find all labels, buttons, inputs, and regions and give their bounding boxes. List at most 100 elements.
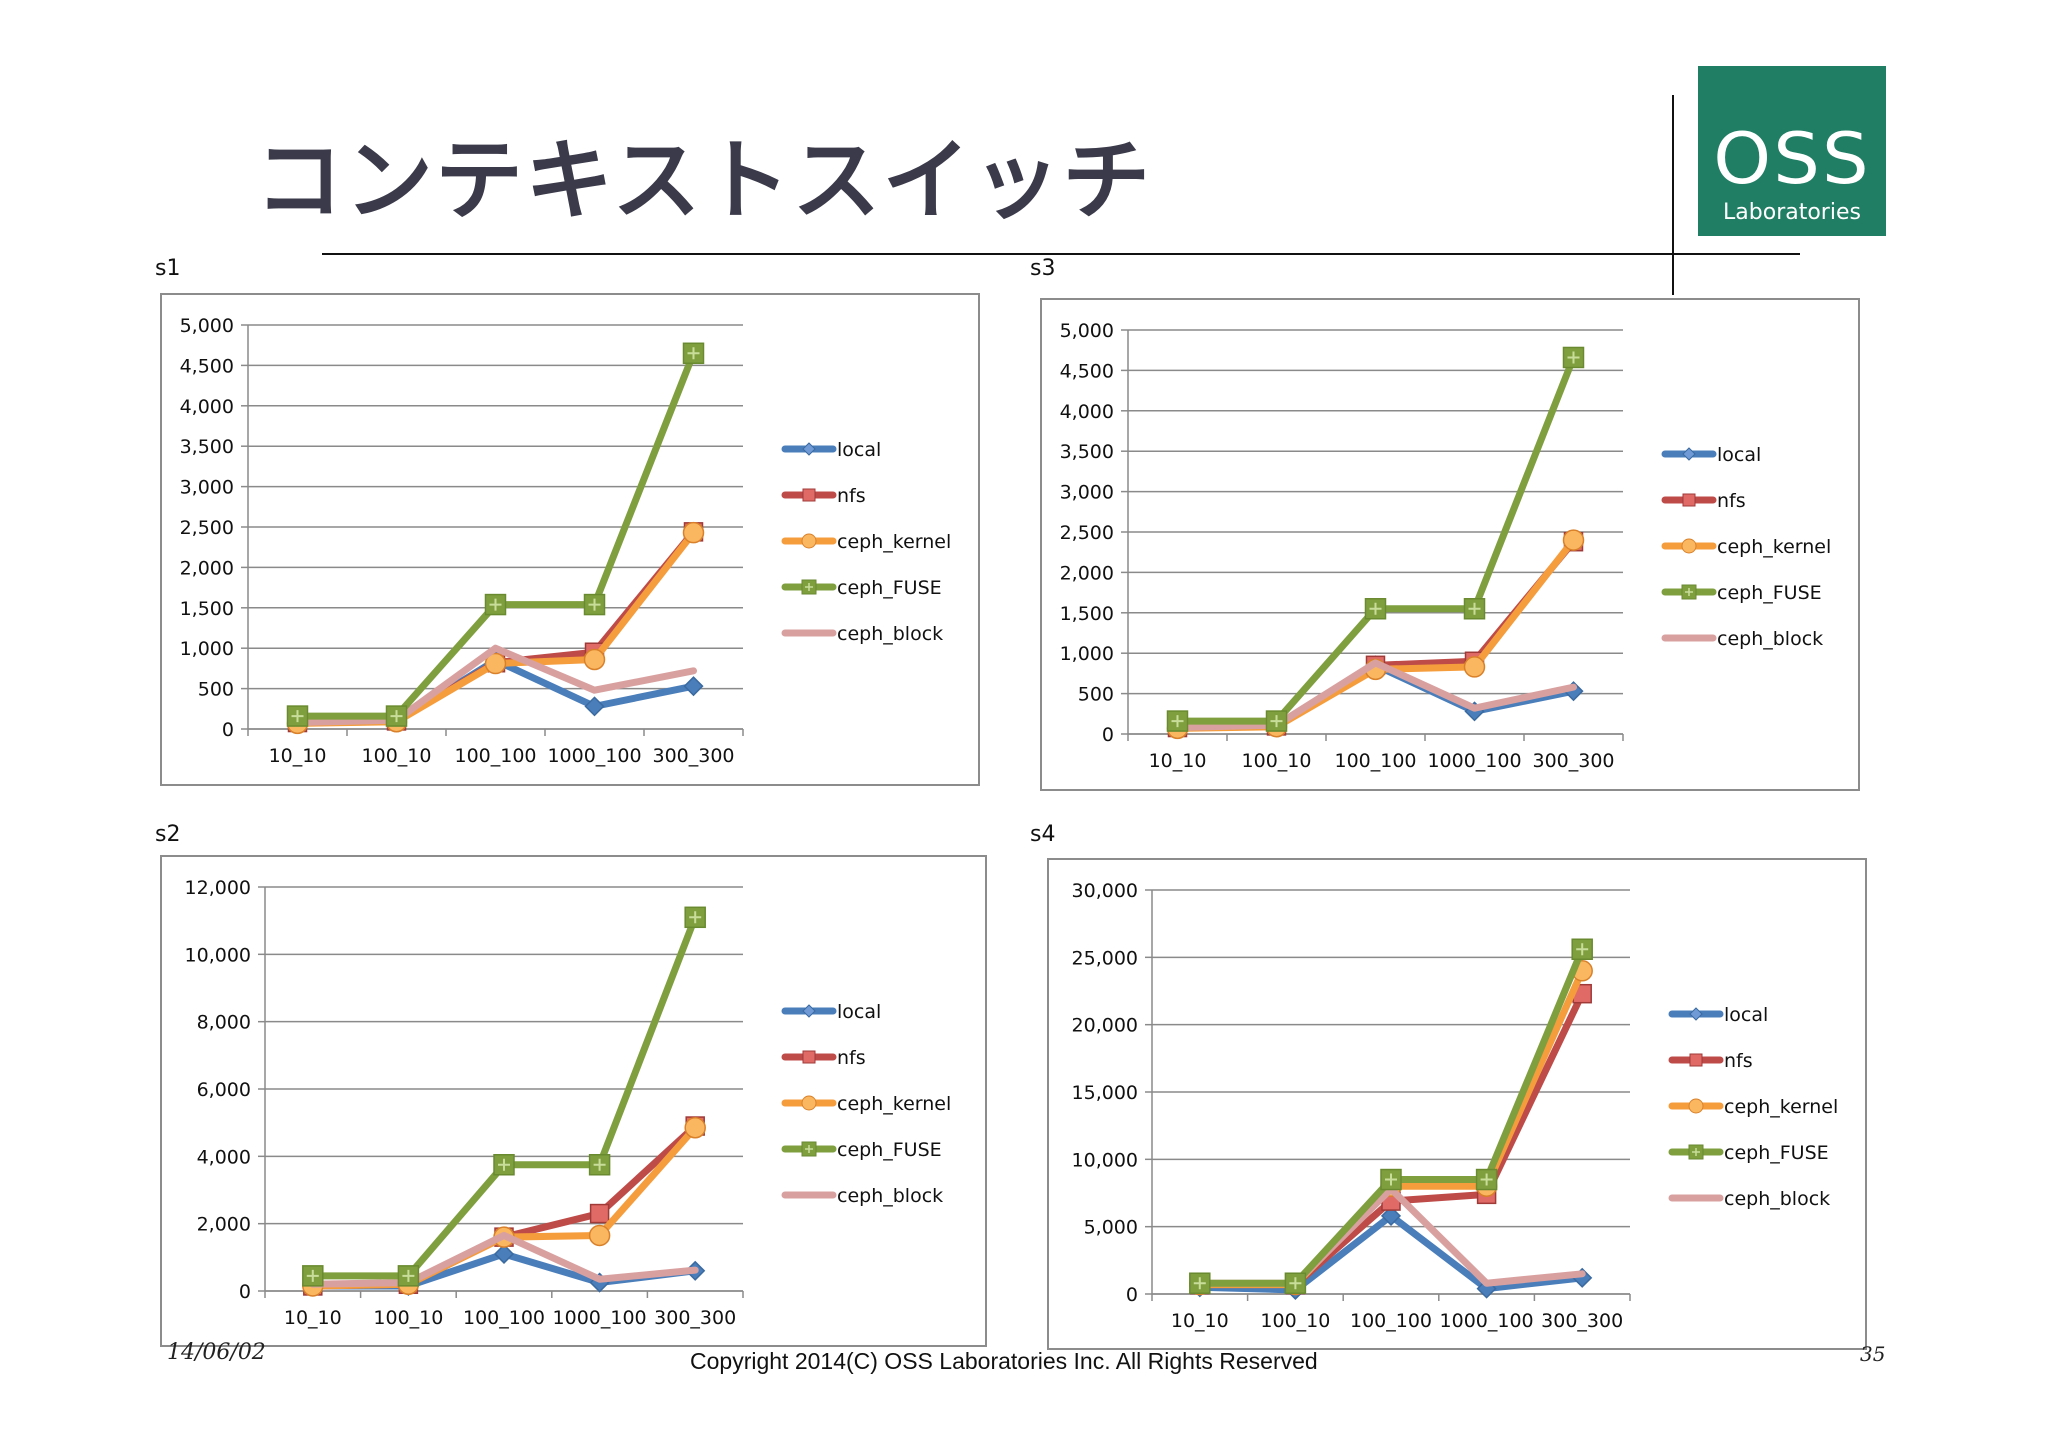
marker-nfs [589,1203,610,1224]
chart-label-s4: s4 [1030,822,1056,847]
point-ceph_kernel [682,521,705,544]
marker-ceph-kernel [684,1116,706,1139]
chart-frame [160,293,980,786]
legend-label: ceph_kernel [1724,1096,1838,1118]
marker-ceph-kernel [1463,656,1486,678]
x-tick-label: 100_100 [1350,1310,1432,1332]
legend-label: ceph_kernel [837,1093,951,1115]
logo-divider [1672,95,1674,295]
series-line-ceph_block [1174,659,1577,732]
x-tick-label: 300_300 [652,745,734,767]
marker-ceph-fuse-cross [390,710,403,723]
legend-marker-nfs [1682,493,1696,507]
title-divider [322,253,1800,255]
chart-label-s1: s1 [155,256,181,281]
y-tick-label: 20,000 [1072,1015,1138,1037]
legend-item: ceph_kernel [781,531,951,553]
legend-label: ceph_kernel [1717,536,1831,558]
legend-label: local [1724,1004,1768,1026]
x-tick-label: 100_100 [454,745,536,767]
point-local [1380,1205,1402,1226]
y-tick-label: 3,500 [180,436,234,458]
legend: local nfs ceph_kernel ceph_FUSE ceph_block [1668,1004,1838,1210]
y-tick-label: 4,500 [1060,360,1114,382]
marker-ceph-fuse-cross [291,710,304,723]
legend-label: ceph_block [837,1185,943,1207]
marker-ceph-fuse-cross [588,598,601,611]
y-tick-label: 2,000 [1060,562,1114,584]
marker-ceph-fuse-cross [1171,715,1184,728]
point-ceph_FUSE [1189,1272,1211,1294]
marker-local [683,676,704,697]
legend-label: nfs [837,485,866,507]
legend-label: ceph_block [1724,1188,1830,1210]
y-tick-label: 5,000 [1084,1217,1138,1239]
legend-item: ceph_FUSE [1668,1142,1829,1164]
legend-marker-nfs [802,488,816,502]
y-tick-label: 12,000 [185,877,251,899]
legend-item: local [781,1001,881,1023]
series-ceph_block [294,644,697,727]
marker-ceph-kernel [583,648,606,671]
series-ceph_FUSE [1166,346,1585,732]
marker-ceph-fuse-cross [489,598,502,611]
legend-marker-nfs [1689,1053,1703,1067]
legend-marker-ceph-fuse-cross [1685,588,1693,596]
point-ceph_FUSE [682,342,705,365]
point-ceph_FUSE [684,906,706,929]
y-tick-label: 30,000 [1072,880,1138,902]
chart-s1: 0 500 1,000 1,500 2,000 2,500 3,000 3,500 4,000 4… [160,293,980,786]
y-tick-label: 4,000 [1060,401,1114,423]
legend-marker-ceph-fuse-cross [805,583,813,591]
point-ceph_FUSE [1284,1272,1307,1294]
x-tick-label: 300_300 [1532,750,1614,772]
y-tick-label: 0 [239,1281,251,1303]
point-ceph_FUSE [1475,1168,1498,1191]
oss-laboratories-logo: OSS Laboratories [1698,66,1886,236]
marker-local [1380,1205,1402,1226]
point-local [584,696,605,717]
legend-item: local [1661,444,1761,466]
x-tick-label: 100_10 [1260,1310,1330,1332]
legend-label: nfs [1717,490,1746,512]
legend: local nfs ceph_kernel ceph_FUSE ceph_block [781,1001,951,1207]
legend-marker-nfs [802,1050,816,1064]
marker-ceph-fuse-cross [498,1158,510,1171]
legend-item: nfs [1661,490,1746,512]
marker-ceph-fuse-cross [306,1269,319,1282]
point-ceph_FUSE [1562,346,1585,369]
legend-item: nfs [781,1047,866,1069]
legend-marker-local [802,1004,816,1018]
y-tick-label: 2,500 [180,517,234,539]
y-tick-label: 4,000 [180,396,234,418]
marker-ceph-fuse-cross [1576,943,1589,956]
legend-label: nfs [1724,1050,1753,1072]
point-ceph_kernel [1463,656,1486,678]
legend-marker-local [1682,447,1696,461]
y-tick-label: 2,500 [1060,522,1114,544]
point-ceph_kernel [484,652,507,675]
y-tick-label: 3,000 [1060,482,1114,504]
legend-marker-ceph-kernel [801,533,817,549]
point-ceph_FUSE [1571,938,1593,961]
marker-ceph-fuse-cross [1289,1277,1302,1290]
point-ceph_FUSE [1463,598,1486,620]
page-number: 35 [1860,1342,1886,1366]
y-tick-label: 1,000 [1060,643,1114,665]
y-tick-label: 2,000 [180,557,234,579]
legend: local nfs ceph_kernel ceph_FUSE ceph_block [1661,444,1831,650]
footer-date: 14/06/02 [167,1340,266,1365]
legend: local nfs ceph_kernel ceph_FUSE ceph_block [781,439,951,645]
legend-item: ceph_block [781,623,943,645]
y-tick-label: 3,000 [180,477,234,499]
legend-label: ceph_FUSE [837,577,942,599]
chart-s2: 0 2,000 4,000 6,000 8,000 10,000 12,000 10_10 10… [160,855,987,1347]
legend-item: local [1668,1004,1768,1026]
marker-ceph-kernel [588,1224,611,1247]
x-tick-label: 10_10 [1149,750,1207,772]
y-tick-label: 500 [198,679,234,701]
chart-s3: 0 500 1,000 1,500 2,000 2,500 3,000 3,500 4,000 4… [1040,298,1860,791]
point-ceph_FUSE [484,593,507,616]
legend-label: ceph_kernel [837,531,951,553]
logo-main-text: OSS [1713,118,1871,200]
